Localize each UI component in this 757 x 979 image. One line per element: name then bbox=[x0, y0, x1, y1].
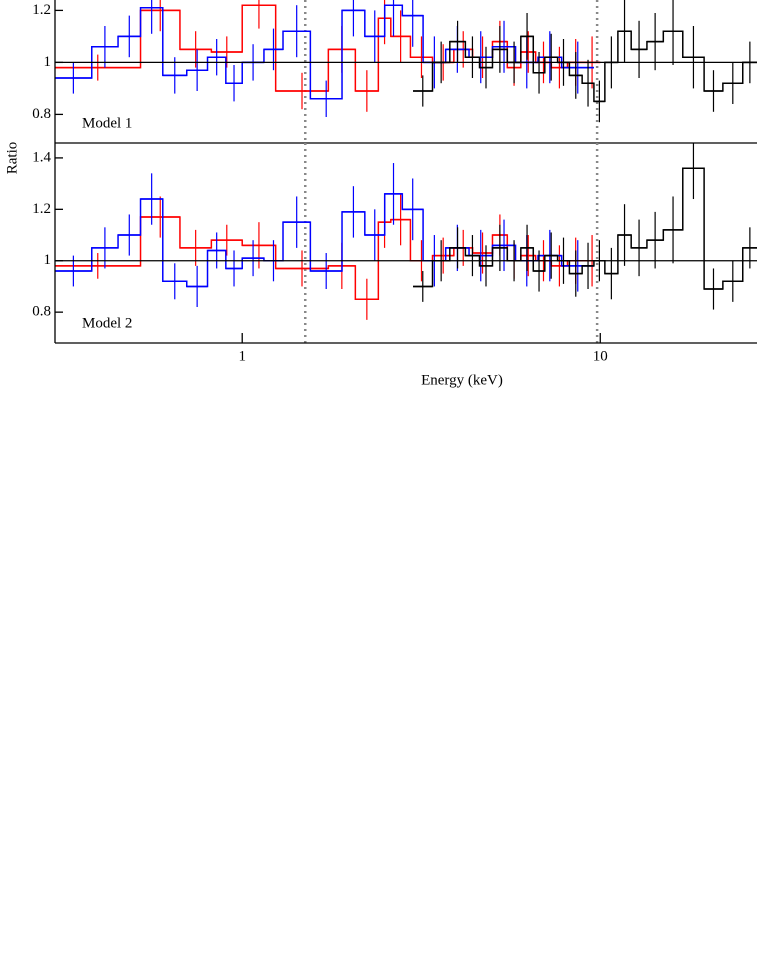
step-outline bbox=[55, 193, 594, 288]
y-tick-label: 1 bbox=[44, 54, 52, 70]
panel bbox=[55, 0, 757, 143]
panel-label: Model 2 bbox=[82, 315, 132, 331]
step-outline bbox=[55, 4, 601, 92]
x-tick-label: 1 bbox=[238, 348, 246, 364]
panel bbox=[55, 143, 757, 343]
y-axis-label: Ratio bbox=[4, 142, 20, 175]
panel-label: Model 1 bbox=[82, 115, 132, 131]
y-tick-label: 1 bbox=[44, 252, 52, 268]
x-tick-label: 10 bbox=[593, 348, 608, 364]
y-tick-label: 1.2 bbox=[32, 201, 51, 217]
step-outline bbox=[55, 216, 601, 301]
x-axis-label: Energy (keV) bbox=[421, 372, 503, 388]
y-tick-label: 0.8 bbox=[32, 304, 51, 320]
y-tick-label: 0.8 bbox=[32, 106, 51, 122]
step-outline bbox=[55, 4, 594, 100]
y-tick-label: 1.2 bbox=[32, 2, 51, 18]
step-outline bbox=[413, 167, 757, 290]
y-tick-label: 1.4 bbox=[32, 149, 51, 165]
